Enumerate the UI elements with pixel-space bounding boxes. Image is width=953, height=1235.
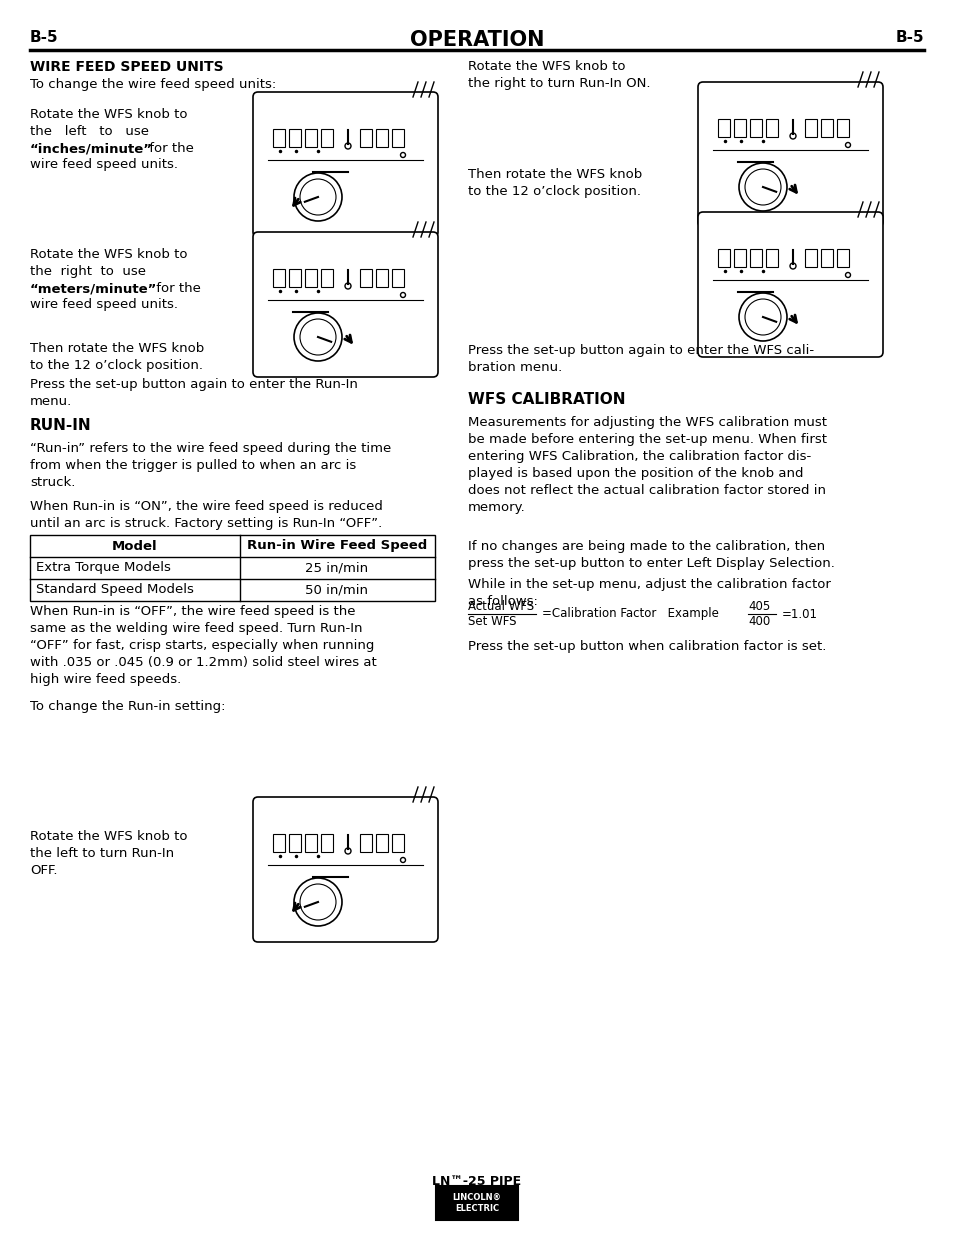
Text: B-5: B-5 [895, 30, 923, 44]
FancyBboxPatch shape [253, 797, 437, 942]
Bar [359, 269, 372, 287]
Text: When Run-in is “OFF”, the wire feed speed is the
same as the welding wire feed s: When Run-in is “OFF”, the wire feed spee… [30, 605, 376, 685]
Bar [821, 249, 832, 267]
Bar [273, 269, 285, 287]
FancyBboxPatch shape [436, 1186, 517, 1220]
Text: Extra Torque Models: Extra Torque Models [36, 562, 171, 574]
Text: =1.01: =1.01 [781, 608, 817, 620]
Bar [718, 119, 729, 137]
Text: wire feed speed units.: wire feed speed units. [30, 298, 178, 311]
Bar [836, 119, 848, 137]
Text: B-5: B-5 [30, 30, 58, 44]
Text: =Calibration Factor   Example: =Calibration Factor Example [541, 608, 719, 620]
Bar [804, 119, 816, 137]
Bar [733, 249, 745, 267]
Text: Rotate the WFS knob to
the left to turn Run-In
OFF.: Rotate the WFS knob to the left to turn … [30, 830, 188, 877]
FancyBboxPatch shape [698, 82, 882, 227]
Bar [765, 249, 778, 267]
Text: for the: for the [152, 282, 201, 295]
Text: Model: Model [112, 540, 157, 552]
FancyBboxPatch shape [253, 91, 437, 237]
Bar [733, 119, 745, 137]
Text: 405: 405 [747, 600, 769, 613]
Bar [320, 128, 333, 147]
Text: Actual WFS: Actual WFS [468, 600, 534, 613]
Bar [320, 269, 333, 287]
Text: 25 in/min: 25 in/min [305, 562, 368, 574]
Bar [375, 834, 388, 852]
Bar [289, 834, 301, 852]
Bar [375, 269, 388, 287]
Bar [320, 834, 333, 852]
Bar [305, 269, 316, 287]
Text: LN™-25 PIPE: LN™-25 PIPE [432, 1174, 521, 1188]
Text: WFS CALIBRATION: WFS CALIBRATION [468, 391, 625, 408]
Bar [273, 128, 285, 147]
Text: To change the Run-in setting:: To change the Run-in setting: [30, 700, 225, 713]
Text: for the: for the [145, 142, 193, 156]
Bar [30, 535, 435, 601]
Text: Set WFS: Set WFS [468, 615, 516, 629]
FancyBboxPatch shape [253, 232, 437, 377]
Text: LINCOLN®
ELECTRIC: LINCOLN® ELECTRIC [452, 1193, 501, 1213]
Text: wire feed speed units.: wire feed speed units. [30, 158, 178, 170]
Text: If no changes are being made to the calibration, then
press the set-up button to: If no changes are being made to the cali… [468, 540, 834, 571]
Text: Rotate the WFS knob to: Rotate the WFS knob to [30, 107, 188, 121]
Bar [289, 269, 301, 287]
Bar [273, 834, 285, 852]
Bar [375, 128, 388, 147]
Text: the   left   to   use: the left to use [30, 125, 149, 138]
Text: RUN-IN: RUN-IN [30, 417, 91, 433]
Text: the  right  to  use: the right to use [30, 266, 146, 278]
FancyBboxPatch shape [698, 212, 882, 357]
Bar [392, 834, 403, 852]
Text: Run-in Wire Feed Speed: Run-in Wire Feed Speed [247, 540, 427, 552]
Bar [749, 249, 761, 267]
Bar [718, 249, 729, 267]
Text: 400: 400 [747, 615, 769, 629]
Text: WIRE FEED SPEED UNITS: WIRE FEED SPEED UNITS [30, 61, 223, 74]
Bar [804, 249, 816, 267]
Text: Measurements for adjusting the WFS calibration must
be made before entering the : Measurements for adjusting the WFS calib… [468, 416, 826, 514]
Text: Press the set-up button again to enter the WFS cali-
bration menu.: Press the set-up button again to enter t… [468, 345, 813, 374]
Bar [392, 128, 403, 147]
Text: Press the set-up button again to enter the Run-In
menu.: Press the set-up button again to enter t… [30, 378, 357, 408]
Bar [305, 128, 316, 147]
Text: Standard Speed Models: Standard Speed Models [36, 583, 193, 597]
Bar [305, 834, 316, 852]
Text: “Run-in” refers to the wire feed speed during the time
from when the trigger is : “Run-in” refers to the wire feed speed d… [30, 442, 391, 489]
Text: “meters/minute”: “meters/minute” [30, 282, 157, 295]
Text: Rotate the WFS knob to: Rotate the WFS knob to [30, 248, 188, 261]
Text: 50 in/min: 50 in/min [305, 583, 368, 597]
Text: Then rotate the WFS knob
to the 12 o’clock position.: Then rotate the WFS knob to the 12 o’clo… [468, 168, 641, 198]
Bar [836, 249, 848, 267]
Bar [359, 128, 372, 147]
Bar [359, 834, 372, 852]
Bar [392, 269, 403, 287]
Bar [289, 128, 301, 147]
Bar [749, 119, 761, 137]
Bar [821, 119, 832, 137]
Text: “inches/minute”: “inches/minute” [30, 142, 152, 156]
Text: Press the set-up button when calibration factor is set.: Press the set-up button when calibration… [468, 640, 825, 653]
Text: Then rotate the WFS knob
to the 12 o’clock position.: Then rotate the WFS knob to the 12 o’clo… [30, 342, 204, 372]
Text: Rotate the WFS knob to
the right to turn Run-In ON.: Rotate the WFS knob to the right to turn… [468, 61, 650, 90]
Text: While in the set-up menu, adjust the calibration factor
as follows:: While in the set-up menu, adjust the cal… [468, 578, 830, 608]
Text: When Run-in is “ON”, the wire feed speed is reduced
until an arc is struck. Fact: When Run-in is “ON”, the wire feed speed… [30, 500, 382, 530]
Bar [765, 119, 778, 137]
Text: To change the wire feed speed units:: To change the wire feed speed units: [30, 78, 276, 91]
Text: OPERATION: OPERATION [410, 30, 543, 49]
